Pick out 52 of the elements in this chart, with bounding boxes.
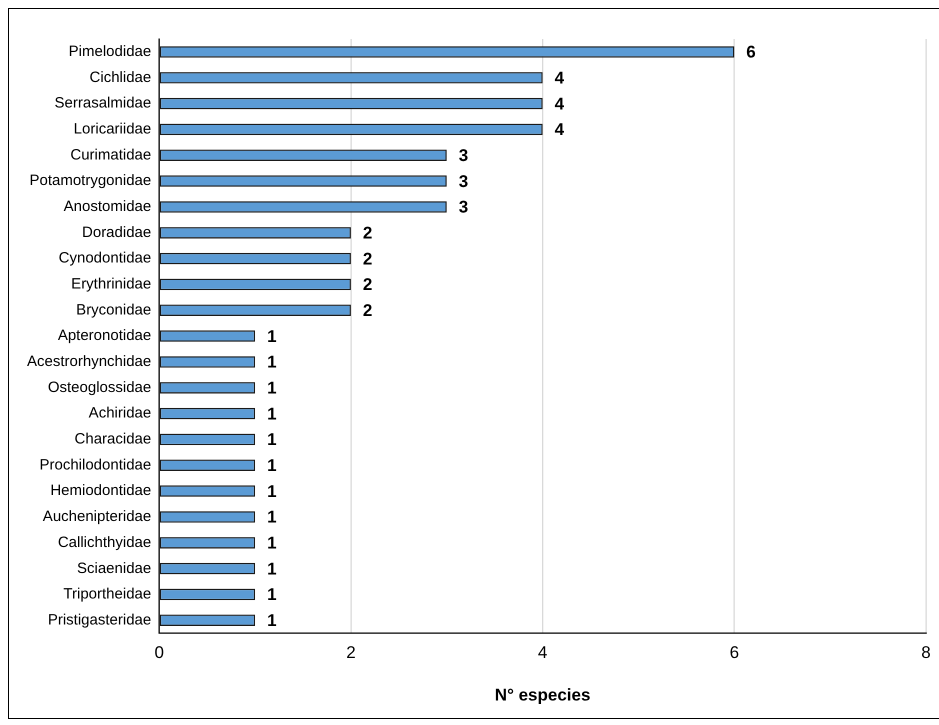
y-tick-label: Pimelodidae [68,43,152,60]
y-tick-label: Cynodontidae [58,250,152,267]
y-tick-label: Osteoglossidae [48,378,152,396]
data-label: 1 [267,559,277,578]
data-label: 1 [267,326,277,346]
y-tick-label: Pristigasteridae [48,611,152,628]
data-label: 1 [267,430,277,450]
y-tick-label: Apteronotidae [58,327,152,344]
data-label: 1 [267,482,277,501]
data-label: 1 [267,508,277,527]
y-tick-label: Triportheidae [63,586,152,603]
data-label: 6 [746,42,756,62]
y-tick-label: Anostomidae [64,198,152,216]
y-tick-label: Cichlidae [90,68,152,86]
x-tick-label: 0 [154,643,164,662]
y-tick-label: Doradidae [82,224,152,241]
data-label: 2 [362,300,372,320]
y-tick-label: Hemiodontidae [50,482,152,500]
x-tick-label: 2 [346,643,356,662]
data-label: 1 [267,456,277,475]
y-tick-label: Curimatidae [70,146,152,164]
x-axis-title: N° especies [494,685,590,704]
y-tick-label: Prochilodontidae [39,456,152,474]
y-tick-label: Sciaenidae [77,560,152,577]
y-tick-label: Erythrinidae [71,276,152,293]
data-label: 3 [458,146,468,165]
x-tick-label: 4 [538,643,548,662]
data-label: 3 [458,198,468,217]
x-tick-label: 8 [921,643,931,662]
y-tick-label: Potamotrygonidae [29,172,152,190]
data-label: 2 [362,249,372,268]
data-label: 4 [554,68,565,88]
data-label: 4 [554,94,565,114]
data-label: 1 [267,352,277,372]
data-label: 1 [267,404,277,424]
y-tick-label: Characidae [74,430,152,448]
y-tick-label: Auchenipteridae [42,508,152,526]
data-label: 2 [362,223,372,242]
y-tick-label: Achiridae [88,404,152,422]
data-label: 1 [267,585,277,604]
y-tick-label: Acestrorhynchidae [27,353,152,370]
y-tick-label: Callichthyidae [58,534,152,551]
x-tick-label: 6 [730,643,740,662]
data-label: 1 [267,610,277,630]
data-label: 3 [458,172,468,191]
data-label: 1 [267,533,277,552]
y-tick-label: Serrasalmidae [54,94,152,112]
data-label: 1 [267,378,277,398]
data-label: 2 [362,275,372,294]
y-tick-label: Loricariidae [74,120,152,138]
data-label: 4 [554,120,565,140]
y-tick-label: Bryconidae [76,301,152,318]
